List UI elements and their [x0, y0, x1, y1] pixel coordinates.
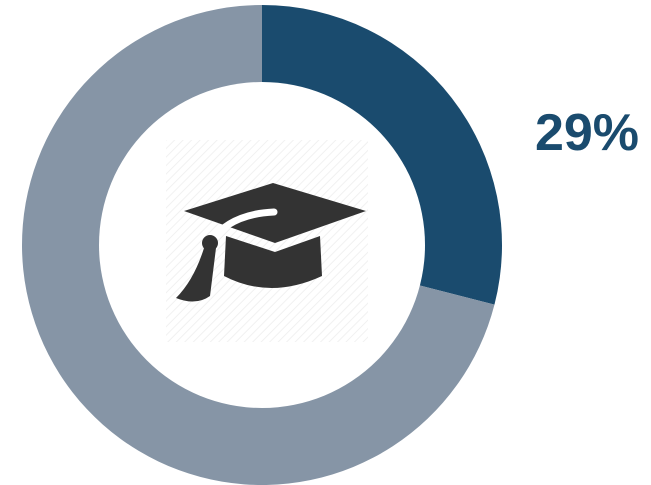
percentage-label: 29% [535, 104, 639, 162]
graduation-cap-icon [176, 183, 366, 302]
icon-backdrop [166, 140, 368, 342]
